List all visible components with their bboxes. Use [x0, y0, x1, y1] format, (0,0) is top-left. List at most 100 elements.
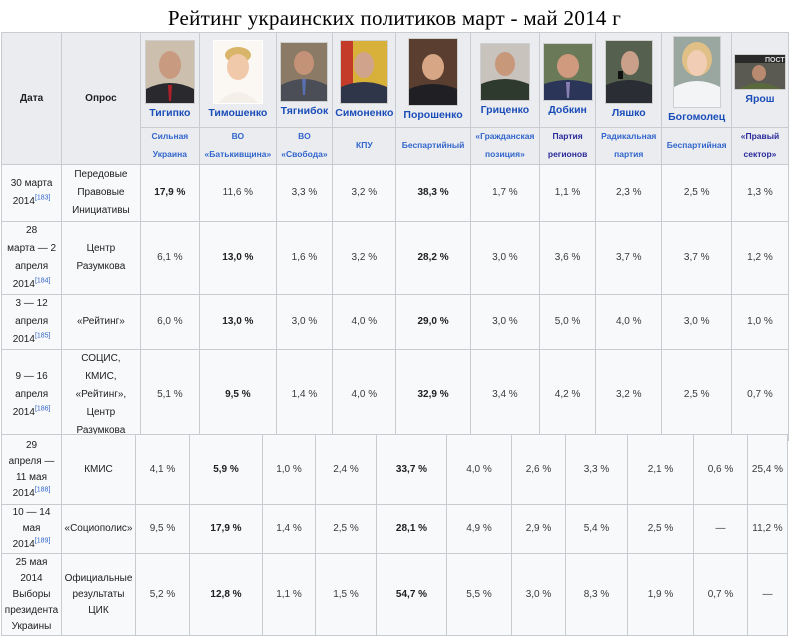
value-cell: 1,0 % — [262, 434, 316, 505]
candidate-name-link[interactable]: Тигипко — [149, 107, 191, 119]
table-row: 9 — 16 апреля 2014[186] СОЦИС, КМИС, «Рейтин… — [0, 349, 789, 441]
photo-yarosh[interactable]: ПОСТ — [733, 54, 786, 90]
photo-lyashko[interactable] — [604, 40, 653, 104]
value-cell: 2,5 % — [661, 164, 732, 222]
party-link[interactable]: ВО «Батькивщина» — [199, 127, 277, 165]
candidate-name-link[interactable]: Ляшко — [611, 107, 646, 119]
header-poll: Опрос — [61, 32, 141, 165]
table-row: 10 — 14 мая 2014[189] «Социополис» 9,5 % 1… — [1, 504, 788, 554]
page-title: Рейтинг украинских политиков март - май … — [167, 6, 622, 30]
value-cell: 3,3 % — [275, 164, 334, 222]
table-row: 29 апреля —11 мая 2014[188] КМИС 4,1 % 5,9… — [1, 434, 788, 505]
reference-link[interactable]: [184] — [34, 277, 51, 285]
value-cell: 17,9 % — [189, 504, 263, 554]
candidate-name-link[interactable]: Тягнибок — [280, 105, 329, 117]
value-cell: 2,3 % — [595, 164, 663, 222]
value-cell: 2,5 % — [627, 504, 694, 554]
value-cell: — — [747, 553, 788, 636]
candidate-name-link[interactable]: Богомолец — [668, 111, 726, 123]
reference-link[interactable]: [185] — [34, 332, 51, 340]
value-cell: 1,9 % — [627, 553, 694, 636]
value-cell: 3,2 % — [332, 164, 397, 222]
candidate-tyagnibok: Тягнибок — [275, 32, 334, 128]
rating-table-continued: 29 апреля —11 мая 2014[188] КМИС 4,1 % 5,9… — [1, 434, 788, 636]
photo-gritsenko[interactable] — [479, 43, 530, 101]
value-cell: 3,2 % — [595, 349, 663, 441]
table-row: 3 — 12 апреля 2014[185] «Рейтинг» 6,0 % 13… — [0, 294, 789, 350]
value-cell: 3,0 % — [661, 294, 732, 350]
value-cell: 28,2 % — [395, 221, 471, 295]
value-cell: 8,3 % — [565, 553, 628, 636]
value-cell: 5,4 % — [565, 504, 628, 554]
party-link[interactable]: Сильная Украина — [139, 127, 201, 165]
value-cell: 4,0 % — [446, 434, 512, 505]
candidate-tigipko: Тигипко — [139, 32, 201, 128]
candidate-name-link[interactable]: Гриценко — [480, 104, 530, 116]
photo-bogomolets[interactable] — [672, 36, 721, 108]
value-cell: 0,6 % — [693, 434, 748, 505]
table-row: 30 марта 2014[183] Передовые Правовые Иници… — [0, 164, 789, 222]
candidate-dobkin: Добкин — [539, 32, 597, 128]
value-cell: 3,7 % — [595, 221, 663, 295]
poll-cell: Официальные результаты ЦИК — [61, 553, 136, 636]
party-link[interactable]: Партия регионов — [539, 127, 597, 165]
value-cell: 1,4 % — [275, 349, 334, 441]
value-cell: 5,0 % — [539, 294, 597, 350]
party-link[interactable]: «Гражданская позиция» — [469, 127, 541, 165]
candidate-name-link[interactable]: Порошенко — [403, 109, 463, 121]
photo-dobkin[interactable] — [542, 43, 593, 101]
value-cell: 29,0 % — [395, 294, 471, 350]
value-cell: 1,1 % — [262, 553, 316, 636]
candidate-simonenko: Симоненко — [332, 32, 397, 128]
party-link[interactable]: «Правый сектор» — [730, 127, 789, 165]
value-cell: 54,7 % — [376, 553, 447, 636]
value-cell: 28,1 % — [376, 504, 447, 554]
candidate-timoshenko: Тимошенко — [199, 32, 277, 128]
photo-tigipko[interactable] — [144, 40, 195, 104]
value-cell: 2,1 % — [627, 434, 694, 505]
photo-tyagnibok[interactable] — [280, 42, 329, 102]
date-cell: 28 марта — 2 апреля 2014[184] — [0, 221, 63, 295]
value-cell: 3,2 % — [332, 221, 397, 295]
value-cell: 6,0 % — [139, 294, 201, 350]
candidate-name-link[interactable]: Тимошенко — [208, 107, 268, 119]
value-cell: 1,3 % — [730, 164, 789, 222]
candidate-name-link[interactable]: Добкин — [548, 104, 587, 116]
value-cell: 2,9 % — [511, 504, 566, 554]
value-cell: 1,1 % — [539, 164, 597, 222]
value-cell: 1,4 % — [262, 504, 316, 554]
party-link[interactable]: Беспартийная — [661, 127, 732, 165]
reference-link[interactable]: [188] — [34, 486, 51, 494]
photo-poroshenko[interactable] — [408, 38, 459, 106]
value-cell: 3,0 % — [469, 221, 541, 295]
party-link[interactable]: Радикальная партия — [595, 127, 663, 165]
value-cell: 3,0 % — [275, 294, 334, 350]
value-cell: 2,6 % — [511, 434, 566, 505]
reference-link[interactable]: [183] — [34, 194, 51, 202]
reference-link[interactable]: [186] — [34, 405, 51, 413]
value-cell: 3,0 % — [511, 553, 566, 636]
svg-text:ПОСТ: ПОСТ — [765, 57, 785, 64]
party-link[interactable]: ВО «Свобода» — [275, 127, 334, 165]
party-link[interactable]: Беспартийный — [395, 127, 471, 165]
party-link[interactable]: КПУ — [332, 127, 397, 165]
value-cell: 3,6 % — [539, 221, 597, 295]
value-cell: 1,2 % — [730, 221, 789, 295]
value-cell: 3,7 % — [661, 221, 732, 295]
value-cell: 32,9 % — [395, 349, 471, 441]
photo-timoshenko[interactable] — [212, 40, 263, 104]
value-cell: 25,4 % — [747, 434, 788, 505]
value-cell: — — [693, 504, 748, 554]
value-cell: 3,0 % — [469, 294, 541, 350]
photo-simonenko[interactable] — [340, 40, 389, 104]
value-cell: 13,0 % — [199, 294, 277, 350]
candidate-name-link[interactable]: Симоненко — [335, 107, 394, 119]
value-cell: 0,7 % — [693, 553, 748, 636]
candidate-yarosh: ПОСТ Ярош — [730, 32, 789, 128]
value-cell: 5,5 % — [446, 553, 512, 636]
reference-link[interactable]: [189] — [34, 537, 51, 545]
date-cell: 9 — 16 апреля 2014[186] — [0, 349, 63, 441]
value-cell: 17,9 % — [139, 164, 201, 222]
candidate-name-link[interactable]: Ярош — [745, 93, 775, 105]
value-cell: 13,0 % — [199, 221, 277, 295]
